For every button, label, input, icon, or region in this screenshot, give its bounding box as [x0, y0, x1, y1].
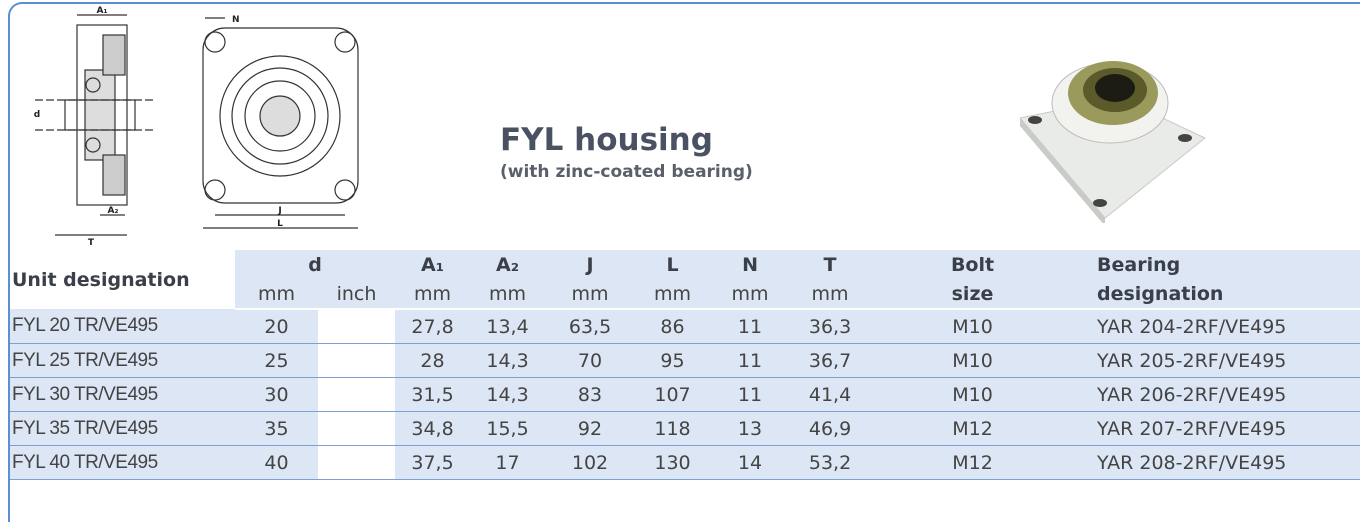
- table-cell: FYL 40 TR/VE495: [10, 446, 235, 480]
- table-cell: 34,8: [395, 412, 470, 446]
- row-header: Unit designation: [10, 250, 235, 309]
- column-unit: mm: [790, 279, 870, 309]
- table-cell: 37,5: [395, 446, 470, 480]
- column-header: Bolt: [870, 250, 1075, 279]
- front-drawing: N J L: [185, 10, 375, 245]
- table-cell: 25: [235, 344, 318, 378]
- table-cell: 15,5: [470, 412, 545, 446]
- table-cell: 20: [235, 309, 318, 344]
- table-cell: 118: [635, 412, 710, 446]
- column-unit: mm: [395, 279, 470, 309]
- table-cell: 28: [395, 344, 470, 378]
- table-cell: 14,3: [470, 378, 545, 412]
- column-header: N: [710, 250, 790, 279]
- table-cell: M10: [870, 344, 1075, 378]
- table-cell: [318, 344, 395, 378]
- table-cell: YAR 207-2RF/VE495: [1075, 412, 1360, 446]
- table-cell: M12: [870, 446, 1075, 480]
- table-cell: 130: [635, 446, 710, 480]
- column-unit: designation: [1075, 279, 1360, 309]
- table-cell: 107: [635, 378, 710, 412]
- table-cell: 41,4: [790, 378, 870, 412]
- table-cell: FYL 30 TR/VE495: [10, 378, 235, 412]
- table-cell: M10: [870, 309, 1075, 344]
- table-cell: 83: [545, 378, 635, 412]
- product-photo: [1010, 38, 1210, 223]
- column-unit: mm: [710, 279, 790, 309]
- title: FYL housing: [500, 122, 713, 158]
- column-unit: mm: [235, 279, 318, 309]
- table-cell: 27,8: [395, 309, 470, 344]
- table-cell: 11: [710, 344, 790, 378]
- table-cell: YAR 205-2RF/VE495: [1075, 344, 1360, 378]
- column-header: Bearing: [1075, 250, 1360, 279]
- diagram-label: N: [232, 15, 240, 25]
- table-cell: [318, 446, 395, 480]
- column-unit: size: [870, 279, 1075, 309]
- table-cell: FYL 25 TR/VE495: [10, 344, 235, 378]
- table-cell: 11: [710, 378, 790, 412]
- diagram-label: J: [277, 206, 281, 216]
- table-cell: M12: [870, 412, 1075, 446]
- table-cell: 31,5: [395, 378, 470, 412]
- table-cell: 40: [235, 446, 318, 480]
- table-cell: [318, 378, 395, 412]
- column-header: A₂: [470, 250, 545, 279]
- column-header: d: [235, 250, 395, 279]
- table-cell: 11: [710, 309, 790, 344]
- table-cell: 63,5: [545, 309, 635, 344]
- diagram-label: A₂: [108, 206, 119, 216]
- table-cell: 95: [635, 344, 710, 378]
- table-cell: 17: [470, 446, 545, 480]
- column-header: A₁: [395, 250, 470, 279]
- side-drawing: A₁ d A₂ T: [25, 5, 165, 250]
- table-cell: [318, 309, 395, 344]
- table-cell: 53,2: [790, 446, 870, 480]
- diagram-label: d: [34, 110, 40, 120]
- table-cell: 92: [545, 412, 635, 446]
- table-cell: 13,4: [470, 309, 545, 344]
- table-cell: 46,9: [790, 412, 870, 446]
- table-cell: [318, 412, 395, 446]
- column-header: L: [635, 250, 710, 279]
- column-header: J: [545, 250, 635, 279]
- table-cell: 70: [545, 344, 635, 378]
- table-cell: 13: [710, 412, 790, 446]
- table-cell: FYL 35 TR/VE495: [10, 412, 235, 446]
- table-cell: 30: [235, 378, 318, 412]
- table-cell: 86: [635, 309, 710, 344]
- column-unit: mm: [545, 279, 635, 309]
- table-cell: YAR 208-2RF/VE495: [1075, 446, 1360, 480]
- table-cell: 14: [710, 446, 790, 480]
- table-cell: M10: [870, 378, 1075, 412]
- table-cell: YAR 204-2RF/VE495: [1075, 309, 1360, 344]
- diagram-label: L: [277, 219, 283, 229]
- column-unit: mm: [470, 279, 545, 309]
- table-cell: 36,7: [790, 344, 870, 378]
- table-cell: 35: [235, 412, 318, 446]
- diagram-label: T: [88, 238, 95, 248]
- table-cell: 36,3: [790, 309, 870, 344]
- table-cell: 14,3: [470, 344, 545, 378]
- table-cell: FYL 20 TR/VE495: [10, 309, 235, 344]
- column-unit: mm: [635, 279, 710, 309]
- table-cell: YAR 206-2RF/VE495: [1075, 378, 1360, 412]
- column-unit: inch: [318, 279, 395, 309]
- diagram-label: A₁: [97, 6, 108, 16]
- table-cell: 102: [545, 446, 635, 480]
- page: A₁ d A₂ T N J L FYL housing (with zinc-c…: [0, 0, 1360, 515]
- column-header: T: [790, 250, 870, 279]
- subtitle: (with zinc-coated bearing): [500, 162, 753, 182]
